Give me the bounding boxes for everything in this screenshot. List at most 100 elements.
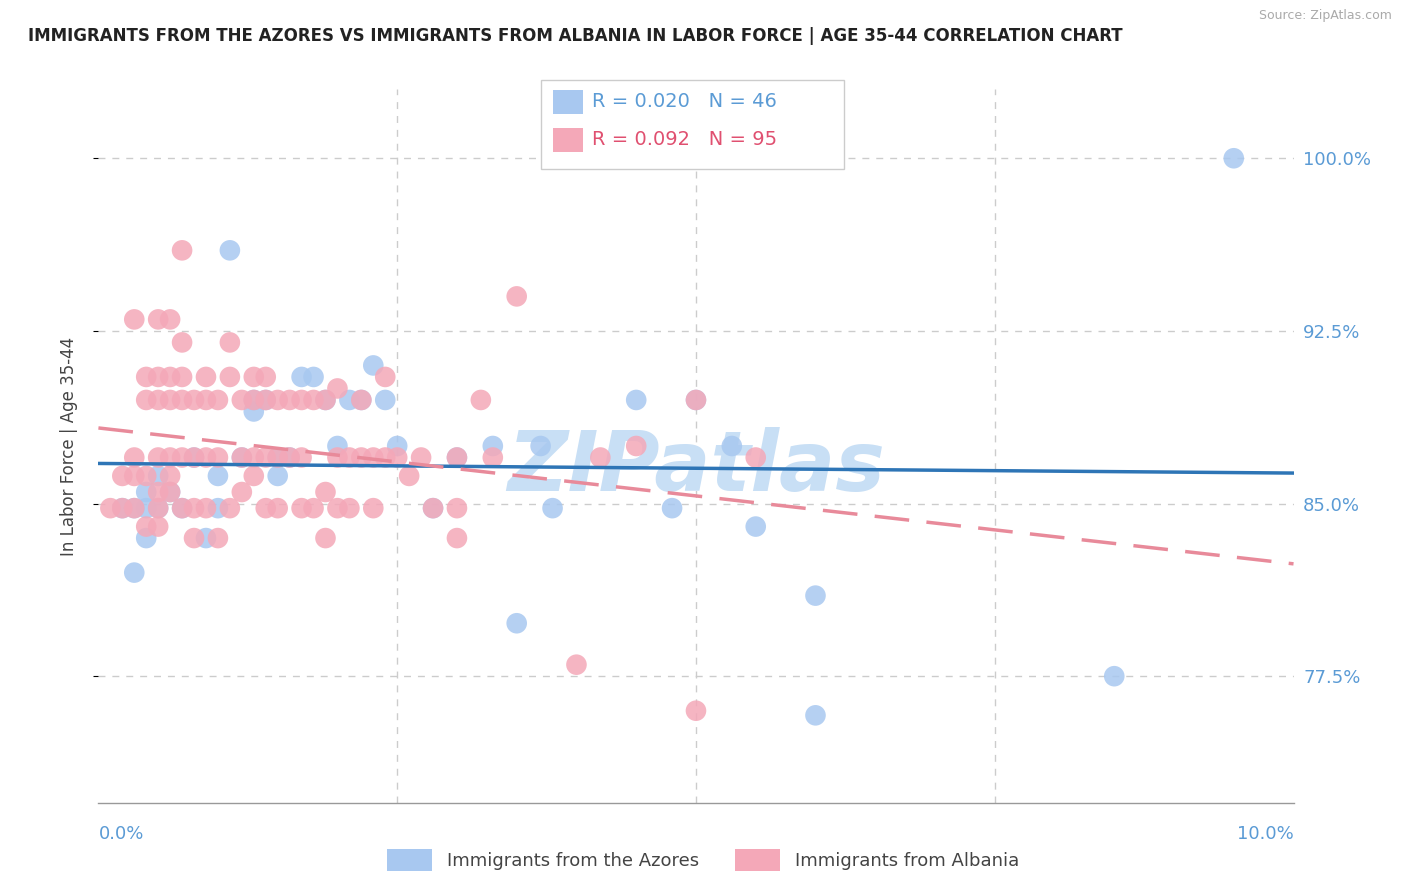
Point xyxy=(315,392,337,407)
Point xyxy=(172,501,194,516)
Point xyxy=(315,392,337,407)
Point xyxy=(529,439,551,453)
Point xyxy=(148,485,170,500)
Point xyxy=(326,501,349,516)
Point xyxy=(685,704,707,718)
Point xyxy=(172,244,194,258)
Point xyxy=(446,531,468,545)
Point xyxy=(422,501,444,516)
Point xyxy=(207,450,229,465)
Point xyxy=(661,501,683,516)
Point xyxy=(159,485,181,500)
Point xyxy=(411,450,433,465)
Point xyxy=(541,501,564,516)
Point xyxy=(195,450,218,465)
Point xyxy=(267,450,290,465)
Point xyxy=(254,392,277,407)
Point xyxy=(1104,669,1126,683)
Point xyxy=(207,531,229,545)
Point xyxy=(111,469,134,483)
Text: R = 0.020   N = 46: R = 0.020 N = 46 xyxy=(592,92,776,112)
Point xyxy=(135,519,157,533)
Point xyxy=(135,370,157,384)
Point xyxy=(124,469,146,483)
Point xyxy=(183,450,205,465)
Point xyxy=(446,450,468,465)
Point xyxy=(291,450,314,465)
Point xyxy=(302,370,325,384)
Point xyxy=(159,392,181,407)
Point xyxy=(207,392,229,407)
Point xyxy=(565,657,588,672)
Point xyxy=(195,531,218,545)
Point xyxy=(148,501,170,516)
Point xyxy=(745,519,768,533)
Point xyxy=(135,485,157,500)
Point xyxy=(363,501,385,516)
Point xyxy=(219,335,242,350)
Point xyxy=(291,392,314,407)
Point xyxy=(172,501,194,516)
Point xyxy=(111,501,134,516)
Point xyxy=(326,439,349,453)
Point xyxy=(243,392,266,407)
Point xyxy=(135,531,157,545)
Point xyxy=(148,501,170,516)
Point xyxy=(745,450,768,465)
Point xyxy=(422,501,444,516)
Point xyxy=(183,501,205,516)
Point xyxy=(302,392,325,407)
Point xyxy=(148,312,170,326)
Point xyxy=(481,439,505,453)
Point xyxy=(506,289,529,303)
Point xyxy=(374,392,396,407)
Point xyxy=(326,381,349,395)
Point xyxy=(804,708,827,723)
Point xyxy=(278,450,301,465)
Point xyxy=(243,469,266,483)
Point xyxy=(124,501,146,516)
Point xyxy=(804,589,827,603)
Point xyxy=(148,450,170,465)
Point xyxy=(159,370,181,384)
Point xyxy=(470,392,492,407)
Point xyxy=(195,501,218,516)
Point xyxy=(626,439,648,453)
Point xyxy=(231,450,253,465)
Text: IMMIGRANTS FROM THE AZORES VS IMMIGRANTS FROM ALBANIA IN LABOR FORCE | AGE 35-44: IMMIGRANTS FROM THE AZORES VS IMMIGRANTS… xyxy=(28,27,1123,45)
Point xyxy=(589,450,612,465)
Point xyxy=(278,392,301,407)
Point xyxy=(339,450,360,465)
Text: 10.0%: 10.0% xyxy=(1237,825,1294,843)
Point xyxy=(446,450,468,465)
Point xyxy=(254,450,277,465)
Point xyxy=(124,501,146,516)
Point xyxy=(207,501,229,516)
Point xyxy=(267,469,290,483)
Point xyxy=(339,501,360,516)
Point xyxy=(326,450,349,465)
Point xyxy=(254,392,277,407)
Point xyxy=(339,392,360,407)
Text: R = 0.092   N = 95: R = 0.092 N = 95 xyxy=(592,129,778,149)
Point xyxy=(350,392,373,407)
Point xyxy=(219,370,242,384)
Point xyxy=(243,450,266,465)
Point xyxy=(219,501,242,516)
Point xyxy=(111,501,134,516)
Point xyxy=(254,370,277,384)
Point xyxy=(721,439,744,453)
Point xyxy=(243,404,266,418)
Point xyxy=(100,501,122,516)
Point xyxy=(231,450,253,465)
Point xyxy=(207,469,229,483)
Point xyxy=(315,485,337,500)
Point xyxy=(148,519,170,533)
Point xyxy=(148,370,170,384)
Point xyxy=(231,485,253,500)
Point xyxy=(135,392,157,407)
Point xyxy=(626,392,648,407)
Point xyxy=(374,450,396,465)
Point xyxy=(385,450,409,465)
Point xyxy=(243,370,266,384)
